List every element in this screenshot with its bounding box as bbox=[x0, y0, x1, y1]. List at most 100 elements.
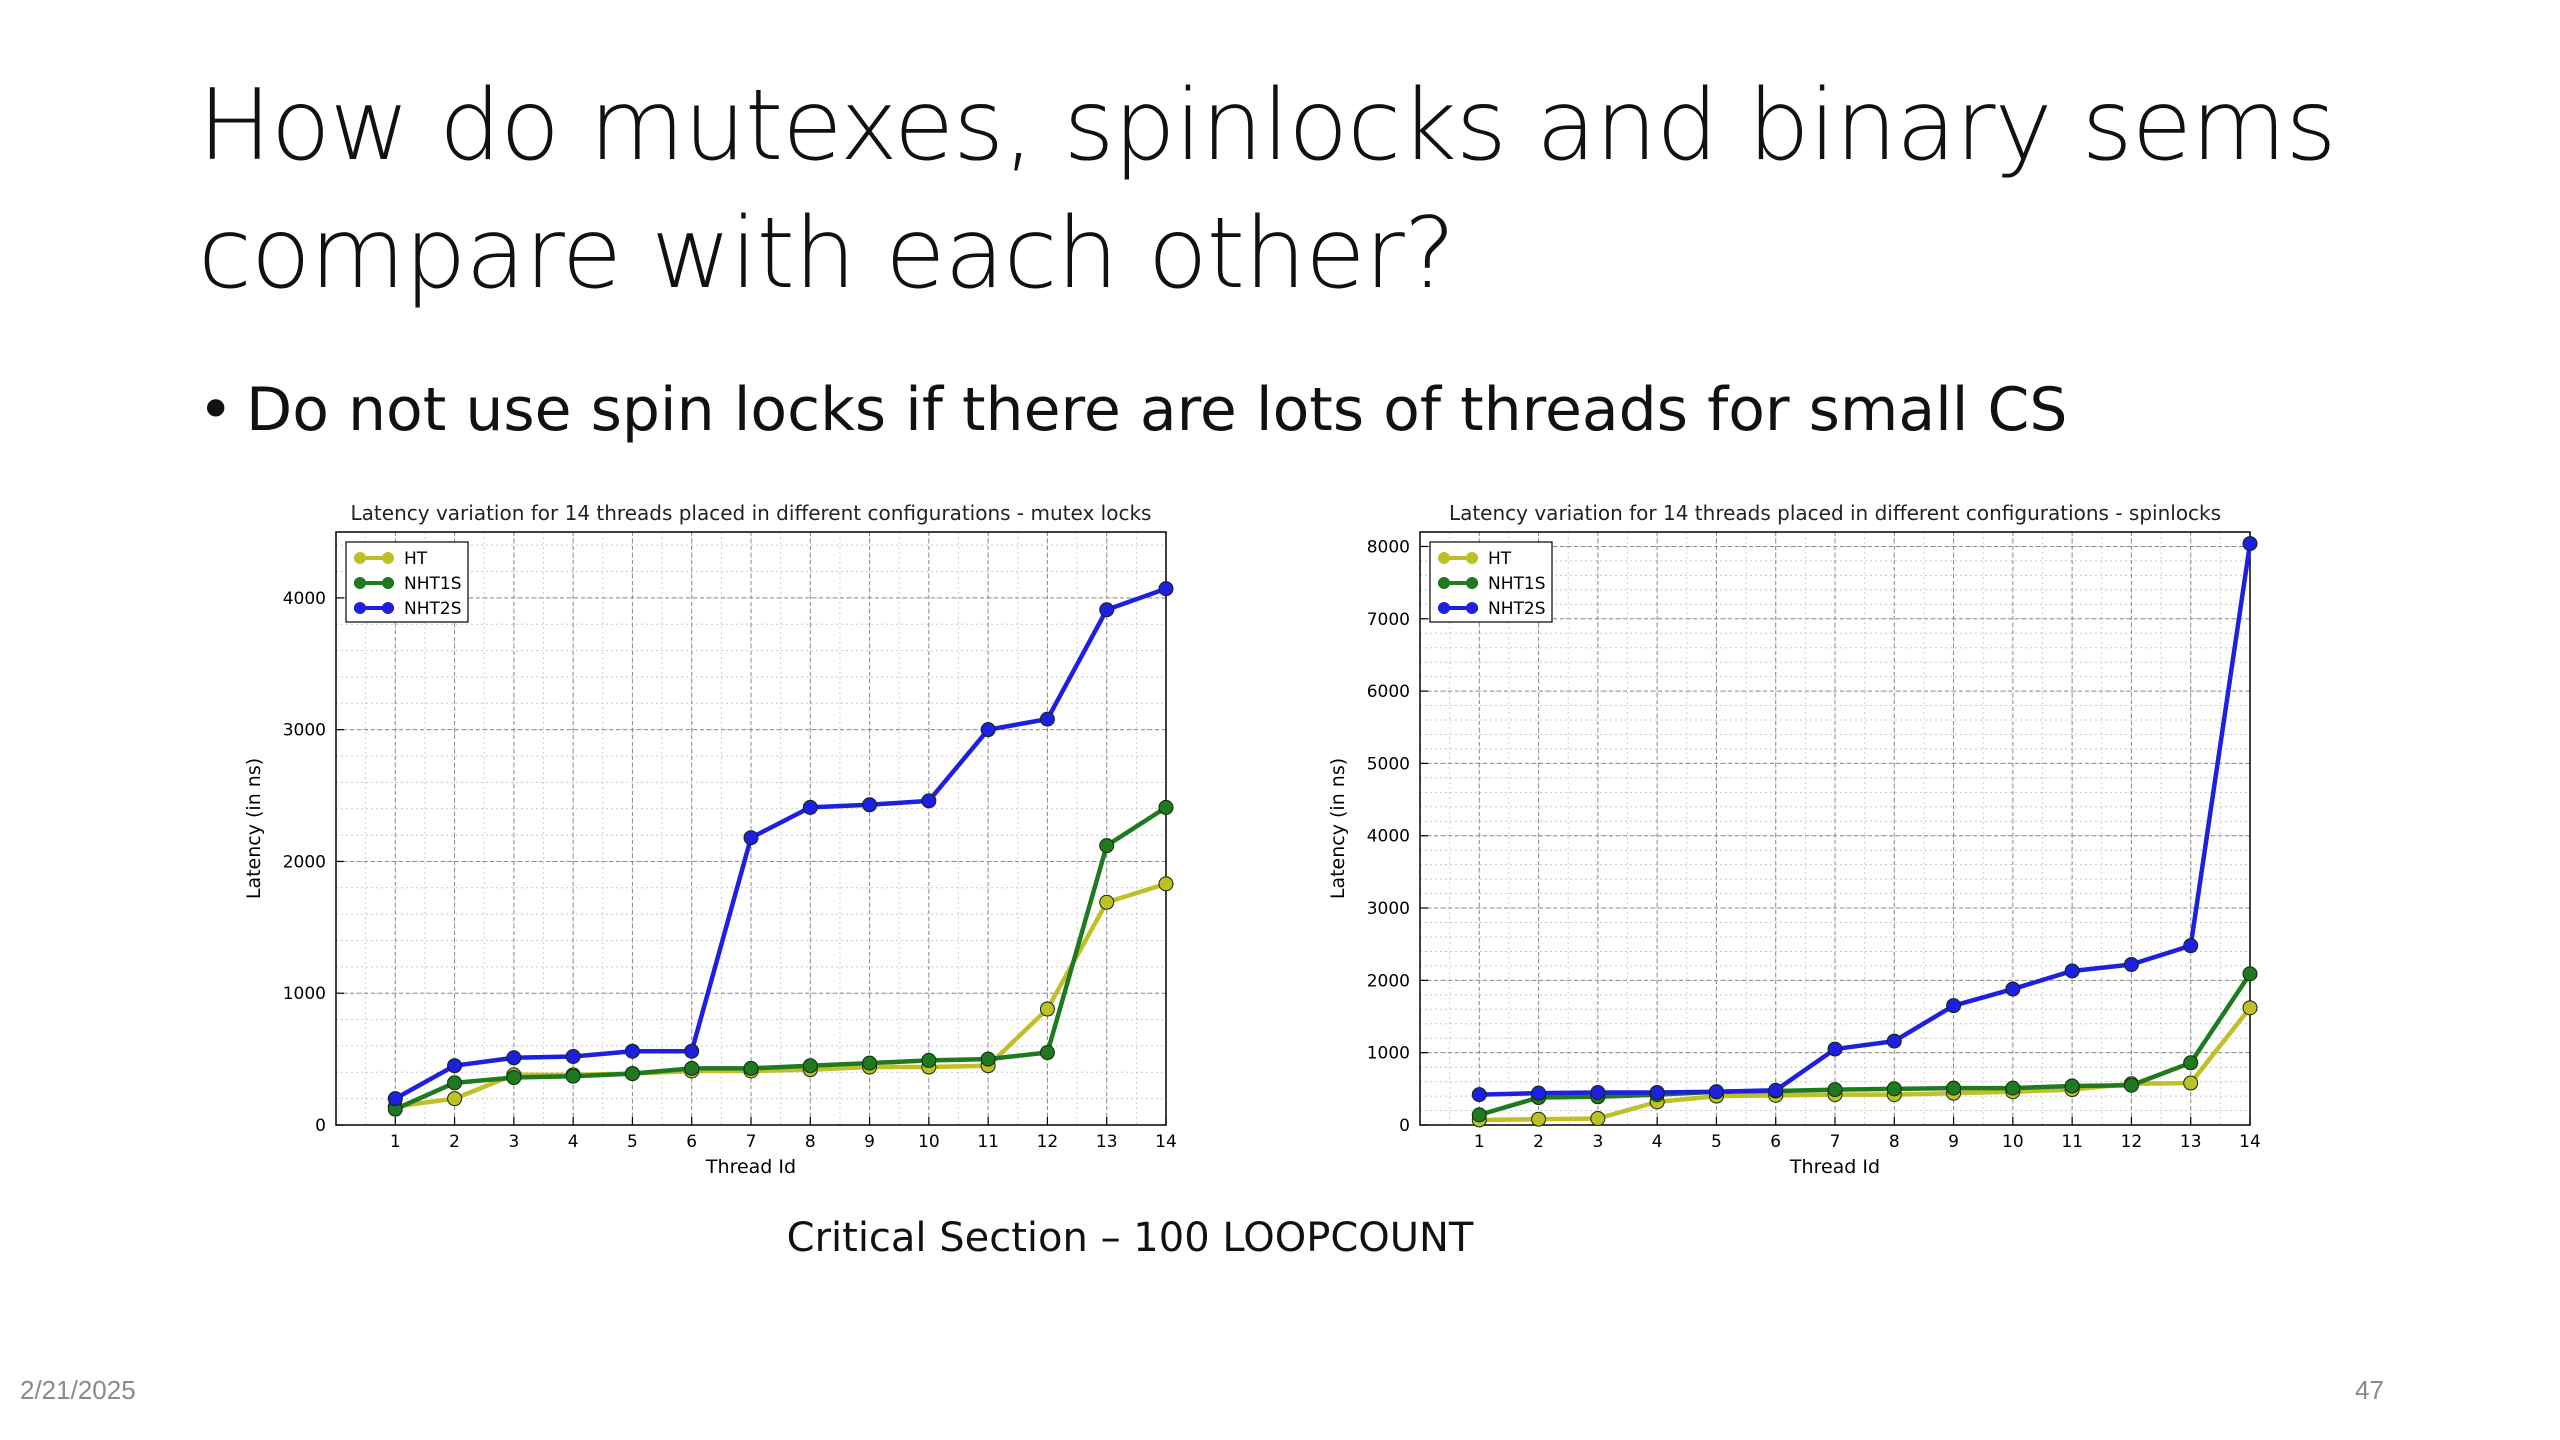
mutex-chart-point-nht2s bbox=[862, 797, 878, 813]
chart-mutex-locks: Latency variation for 14 threads placed … bbox=[243, 501, 1177, 1178]
spinlock-chart-legend-marker-ht bbox=[1438, 552, 1450, 564]
spinlock-chart-point-nht2s bbox=[1827, 1041, 1843, 1057]
chart-caption-text: Critical Section – 100 LOOPCOUNT bbox=[786, 1215, 1474, 1261]
spinlock-chart-point-nht2s bbox=[2005, 981, 2021, 997]
spinlock-chart-x-tick-label: 7 bbox=[1830, 1132, 1841, 1152]
mutex-chart-point-nht1s bbox=[862, 1055, 878, 1071]
mutex-chart-legend-marker-nht2s bbox=[354, 602, 366, 614]
mutex-chart-x-tick-label: 9 bbox=[864, 1132, 875, 1152]
mutex-chart-point-nht2s bbox=[1099, 602, 1115, 618]
mutex-chart-series-line-nht2s bbox=[394, 586, 1167, 1101]
mutex-chart-legend-label-nht1s: NHT1S bbox=[404, 574, 462, 594]
spinlock-chart-point-nht1s bbox=[2005, 1080, 2021, 1096]
mutex-chart-point-nht2s bbox=[684, 1043, 700, 1059]
mutex-chart-x-tick-label: 3 bbox=[508, 1132, 519, 1152]
spinlock-chart-x-tick-label: 11 bbox=[2061, 1132, 2083, 1152]
mutex-chart-x-tick-label: 13 bbox=[1096, 1132, 1118, 1152]
spinlock-chart-point-nht1s bbox=[1471, 1107, 1487, 1123]
mutex-chart-point-nht2s bbox=[565, 1048, 581, 1064]
spinlock-chart-point-nht2s bbox=[2123, 956, 2139, 972]
spinlock-chart-title: Latency variation for 14 threads placed … bbox=[1449, 501, 2221, 525]
mutex-chart-point-nht1s bbox=[1158, 799, 1174, 815]
mutex-chart-point-ht bbox=[1099, 894, 1115, 910]
mutex-chart-legend-label-ht: HT bbox=[404, 549, 428, 569]
mutex-chart-x-tick-label: 1 bbox=[390, 1132, 401, 1152]
spinlock-chart-point-nht2s bbox=[2064, 963, 2080, 979]
spinlock-chart-legend-marker-nht1s bbox=[1438, 577, 1450, 589]
spinlock-chart-plot-frame bbox=[1419, 531, 2251, 1126]
mutex-chart-point-nht1s bbox=[743, 1060, 759, 1076]
spinlock-chart-point-nht1s bbox=[2242, 966, 2258, 982]
spinlock-chart-series-line-nht1s bbox=[1478, 972, 2252, 1118]
spinlock-chart-point-ht bbox=[1531, 1111, 1547, 1127]
spinlock-chart-x-tick-label: 3 bbox=[1592, 1132, 1603, 1152]
mutex-chart-y-tick-label: 1000 bbox=[283, 984, 326, 1004]
spinlock-chart-point-nht1s bbox=[1827, 1082, 1843, 1098]
mutex-chart-point-nht1s bbox=[506, 1070, 522, 1086]
slide-title: How do mutexes, spinlocks and binary sem… bbox=[198, 62, 2448, 318]
spinlock-chart-x-tick-label: 5 bbox=[1711, 1132, 1722, 1152]
mutex-chart-point-nht2s bbox=[743, 830, 759, 846]
spinlock-chart-x-tick-label: 6 bbox=[1770, 1132, 1781, 1152]
mutex-chart-y-tick-label: 2000 bbox=[283, 852, 326, 872]
spinlock-chart-point-nht2s bbox=[2183, 938, 2199, 954]
mutex-chart-y-tick-label: 3000 bbox=[283, 721, 326, 741]
mutex-chart-legend-marker-nht1s bbox=[382, 577, 394, 589]
mutex-chart-x-axis-label: Thread Id bbox=[705, 1156, 796, 1178]
spinlock-chart-series-line-nht2s bbox=[1479, 543, 2253, 1097]
bullet-point: • Do not use spin locks if there are lots… bbox=[198, 370, 2068, 450]
spinlock-chart-x-tick-label: 9 bbox=[1948, 1132, 1959, 1152]
spinlock-chart-point-nht2s bbox=[1708, 1084, 1724, 1100]
spinlock-chart-x-tick-label: 4 bbox=[1652, 1132, 1663, 1152]
spinlock-chart-legend-marker-nht2s bbox=[1438, 602, 1450, 614]
mutex-chart-point-nht2s bbox=[506, 1050, 522, 1066]
spinlock-chart-y-tick-label: 6000 bbox=[1367, 682, 1410, 702]
spinlock-chart-legend-label-nht2s: NHT2S bbox=[1488, 599, 1546, 619]
spinlock-chart-point-nht2s bbox=[1649, 1084, 1665, 1100]
spinlock-chart-point-nht1s bbox=[2183, 1055, 2199, 1071]
chart-caption: Critical Section – 100 LOOPCOUNT bbox=[0, 1215, 2560, 1261]
mutex-chart-point-nht1s bbox=[447, 1075, 463, 1091]
mutex-chart-point-ht bbox=[1158, 876, 1174, 892]
mutex-chart-point-nht2s bbox=[921, 793, 937, 809]
mutex-chart-x-tick-label: 14 bbox=[1155, 1132, 1177, 1152]
mutex-chart-point-nht2s bbox=[624, 1043, 640, 1059]
mutex-chart-x-tick-label: 5 bbox=[627, 1132, 638, 1152]
mutex-chart-series-line-nht1s bbox=[394, 805, 1168, 1112]
mutex-chart-x-tick-label: 4 bbox=[568, 1132, 579, 1152]
spinlock-chart-y-tick-label: 4000 bbox=[1367, 827, 1410, 847]
bullet-text: Do not use spin locks if there are lots … bbox=[246, 375, 2068, 445]
spinlock-chart-point-ht bbox=[1590, 1110, 1606, 1126]
mutex-chart-point-nht2s bbox=[387, 1091, 403, 1107]
spinlock-chart-legend-label-ht: HT bbox=[1488, 549, 1512, 569]
mutex-chart-y-axis-label: Latency (in ns) bbox=[243, 758, 265, 899]
spinlock-chart-legend-marker-nht1s bbox=[1466, 577, 1478, 589]
mutex-chart-legend: HT NHT1S NHT2S bbox=[345, 541, 469, 623]
mutex-chart-point-nht1s bbox=[802, 1058, 818, 1074]
bullet-icon: • bbox=[198, 375, 234, 445]
spinlock-chart-legend-marker-ht bbox=[1466, 552, 1478, 564]
mutex-chart-legend-marker-ht bbox=[354, 552, 366, 564]
mutex-chart-point-nht1s bbox=[921, 1052, 937, 1068]
slide-title-line-2: compare with each other? bbox=[198, 197, 1456, 311]
footer-page-number: 47 bbox=[2355, 1375, 2384, 1405]
mutex-chart-point-nht2s bbox=[980, 722, 996, 738]
slide-title-line-1: How do mutexes, spinlocks and binary sem… bbox=[198, 69, 2337, 183]
spinlock-chart-point-ht bbox=[2183, 1075, 2199, 1091]
spinlock-chart-point-nht2s bbox=[1946, 998, 1962, 1014]
mutex-chart-point-nht2s bbox=[447, 1058, 463, 1074]
spinlock-chart-legend-marker-nht2s bbox=[1466, 602, 1478, 614]
mutex-chart-point-nht1s bbox=[565, 1068, 581, 1084]
spinlock-chart-point-nht2s bbox=[1531, 1085, 1547, 1101]
spinlock-chart-legend: HT NHT1S NHT2S bbox=[1429, 541, 1553, 623]
spinlock-chart-point-nht2s bbox=[1768, 1082, 1784, 1098]
spinlock-chart-x-tick-label: 10 bbox=[2002, 1132, 2024, 1152]
mutex-chart-legend-marker-nht1s bbox=[354, 577, 366, 589]
mutex-chart-legend-marker-nht2s bbox=[382, 602, 394, 614]
mutex-chart-point-nht1s bbox=[684, 1060, 700, 1076]
spinlock-chart-y-tick-label: 7000 bbox=[1367, 610, 1410, 630]
spinlock-chart-point-nht1s bbox=[2123, 1077, 2139, 1093]
spinlock-chart-point-nht2s bbox=[1886, 1033, 1902, 1049]
mutex-chart-legend-label-nht2s: NHT2S bbox=[404, 599, 462, 619]
spinlock-chart-x-tick-label: 12 bbox=[2121, 1132, 2143, 1152]
